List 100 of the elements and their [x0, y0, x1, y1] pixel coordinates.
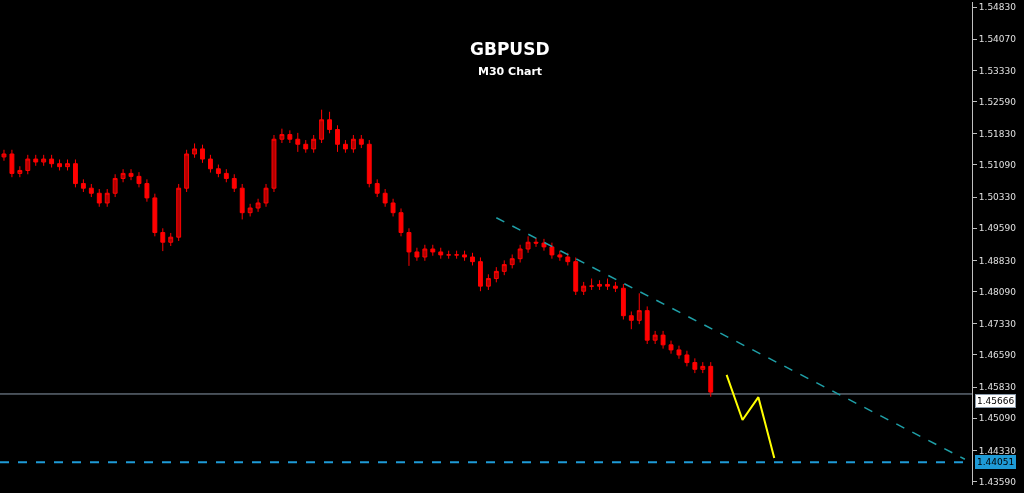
- candlestick: [636, 292, 642, 325]
- candlestick: [605, 278, 610, 291]
- candlestick: [446, 250, 452, 260]
- candlestick: [128, 168, 134, 181]
- candlestick: [176, 183, 182, 242]
- candlestick: [398, 207, 404, 237]
- candlestick: [485, 273, 491, 291]
- candlestick: [628, 310, 634, 330]
- candlestick: [549, 242, 555, 260]
- candlestick: [557, 250, 563, 262]
- candlestick: [255, 198, 261, 213]
- line-series: [725, 373, 776, 459]
- candlestick: [104, 188, 110, 208]
- candlestick: [700, 361, 706, 374]
- candlestick: [652, 330, 658, 345]
- candlestick: [25, 154, 31, 175]
- y-tick-label: 1.53330: [978, 65, 1017, 76]
- candlestick: [676, 345, 682, 360]
- y-tick-label: 1.48090: [978, 286, 1017, 297]
- candlestick: [303, 139, 309, 154]
- candlestick: [1, 149, 7, 162]
- candlestick: [33, 154, 39, 167]
- y-tick-label: 1.46590: [978, 350, 1017, 361]
- candlestick: [509, 253, 515, 269]
- candlestick: [438, 247, 444, 260]
- candlestick: [525, 235, 531, 254]
- candlestick: [382, 188, 388, 208]
- candlestick: [565, 252, 571, 266]
- candlestick: [112, 173, 118, 198]
- candlestick: [263, 183, 269, 208]
- y-tick-label: 1.54070: [978, 34, 1017, 45]
- candlestick: [470, 252, 475, 266]
- candlestick: [295, 132, 301, 153]
- candlestick: [80, 178, 86, 193]
- candlestick: [168, 232, 174, 247]
- candlestick: [335, 124, 340, 153]
- y-tick-label: 1.54830: [978, 2, 1017, 13]
- candlestick: [581, 281, 587, 296]
- candlestick: [73, 158, 78, 188]
- candlestick: [501, 259, 507, 276]
- candlestick: [215, 164, 221, 178]
- candlestick: [462, 250, 467, 262]
- candlestick: [613, 281, 618, 293]
- candlestick: [478, 256, 483, 292]
- candlestick: [390, 198, 396, 217]
- candlestick: [311, 134, 317, 154]
- candlestick: [493, 266, 499, 283]
- candlestick: [319, 109, 325, 144]
- candlestick: [239, 183, 245, 220]
- candlestick: [271, 134, 277, 193]
- text: M30 Chart: [478, 65, 543, 78]
- candlestick: [287, 129, 293, 144]
- candlestick: [620, 283, 626, 320]
- candlestick: [160, 227, 166, 252]
- y-tick-label: 1.48830: [978, 255, 1017, 266]
- y-tick-label: 1.52590: [978, 96, 1017, 107]
- candlestick: [541, 238, 547, 252]
- candlestick: [374, 178, 380, 198]
- candlestick: [589, 278, 595, 291]
- candlestick: [41, 154, 47, 167]
- y-tick-label: 1.47330: [978, 318, 1017, 329]
- candlestick: [65, 158, 70, 171]
- candlestick: [406, 227, 412, 267]
- candlestick: [350, 134, 356, 154]
- ref-line-label: 1.44051: [977, 457, 1015, 467]
- candlestick: [200, 144, 205, 164]
- candlestick: [366, 139, 372, 188]
- candlestick: [120, 168, 126, 183]
- candlestick: [17, 165, 23, 178]
- candlestick: [597, 279, 602, 291]
- candlestick: [660, 330, 666, 350]
- y-tick-label: 1.49590: [978, 223, 1017, 234]
- candlestick: [454, 250, 460, 260]
- candlestick: [422, 244, 428, 262]
- y-tick-label: 1.50330: [978, 192, 1017, 203]
- y-tick-label: 1.45830: [978, 382, 1017, 393]
- candlestick: [644, 305, 650, 345]
- y-tick-label: 1.51830: [978, 128, 1017, 139]
- candlestick: [136, 171, 142, 188]
- candlestick: [358, 134, 364, 149]
- candlestick: [88, 183, 94, 198]
- candlestick: [208, 154, 213, 174]
- candlestick: [668, 340, 674, 355]
- y-tick-label: 1.51090: [978, 160, 1017, 171]
- candlestick: [517, 244, 523, 263]
- candlestick: [49, 154, 55, 168]
- candlestick: [223, 168, 229, 183]
- candlestick: [247, 203, 253, 217]
- candlestick: [692, 357, 698, 374]
- candlestick: [144, 178, 150, 203]
- candlestick: [96, 188, 102, 208]
- candlestick: [414, 247, 420, 262]
- candlestick: [327, 111, 332, 134]
- y-tick-label: 1.44330: [978, 445, 1017, 456]
- candlestick: [9, 149, 15, 178]
- candlestick: [533, 237, 539, 248]
- y-tick-label: 1.45090: [978, 413, 1017, 424]
- candlestick: [279, 128, 285, 144]
- candlestick: [343, 139, 348, 154]
- y-tick-label: 1.43590: [978, 476, 1017, 487]
